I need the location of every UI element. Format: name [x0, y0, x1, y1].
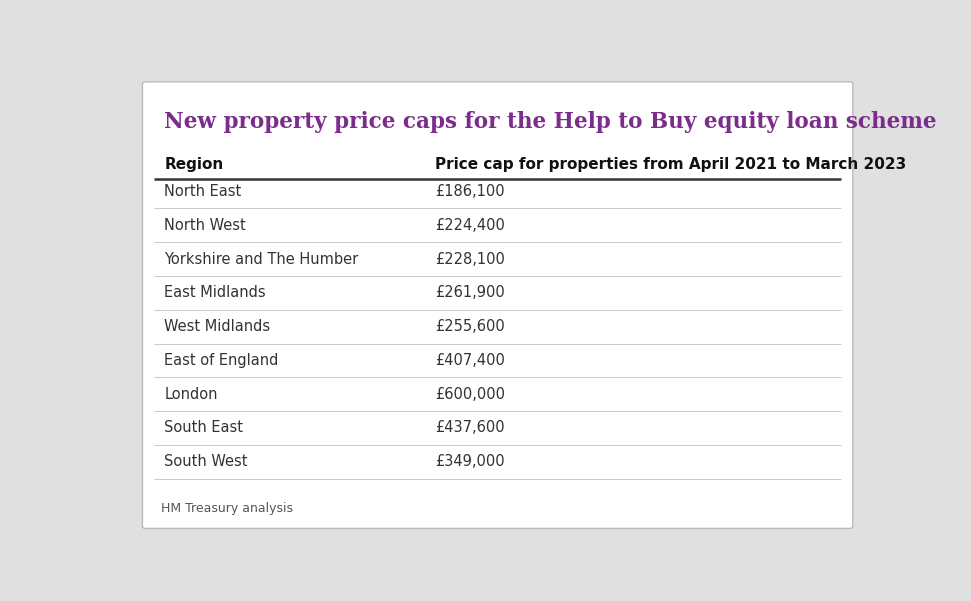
Text: North East: North East: [164, 184, 242, 199]
Text: Price cap for properties from April 2021 to March 2023: Price cap for properties from April 2021…: [435, 157, 906, 172]
Text: £186,100: £186,100: [435, 184, 505, 199]
FancyBboxPatch shape: [143, 82, 853, 528]
Text: £255,600: £255,600: [435, 319, 505, 334]
Text: New property price caps for the Help to Buy equity loan scheme: New property price caps for the Help to …: [164, 111, 937, 133]
Text: HM Treasury analysis: HM Treasury analysis: [160, 502, 292, 514]
Text: South West: South West: [164, 454, 248, 469]
Text: £437,600: £437,600: [435, 421, 505, 436]
Text: £224,400: £224,400: [435, 218, 505, 233]
Text: Yorkshire and The Humber: Yorkshire and The Humber: [164, 252, 358, 267]
Text: £349,000: £349,000: [435, 454, 505, 469]
Text: £228,100: £228,100: [435, 252, 505, 267]
Text: London: London: [164, 386, 218, 401]
Text: £407,400: £407,400: [435, 353, 505, 368]
Text: Region: Region: [164, 157, 223, 172]
Text: East Midlands: East Midlands: [164, 285, 266, 300]
Text: West Midlands: West Midlands: [164, 319, 270, 334]
Text: North West: North West: [164, 218, 246, 233]
Text: £261,900: £261,900: [435, 285, 505, 300]
Text: South East: South East: [164, 421, 244, 436]
Text: £600,000: £600,000: [435, 386, 505, 401]
Text: East of England: East of England: [164, 353, 279, 368]
